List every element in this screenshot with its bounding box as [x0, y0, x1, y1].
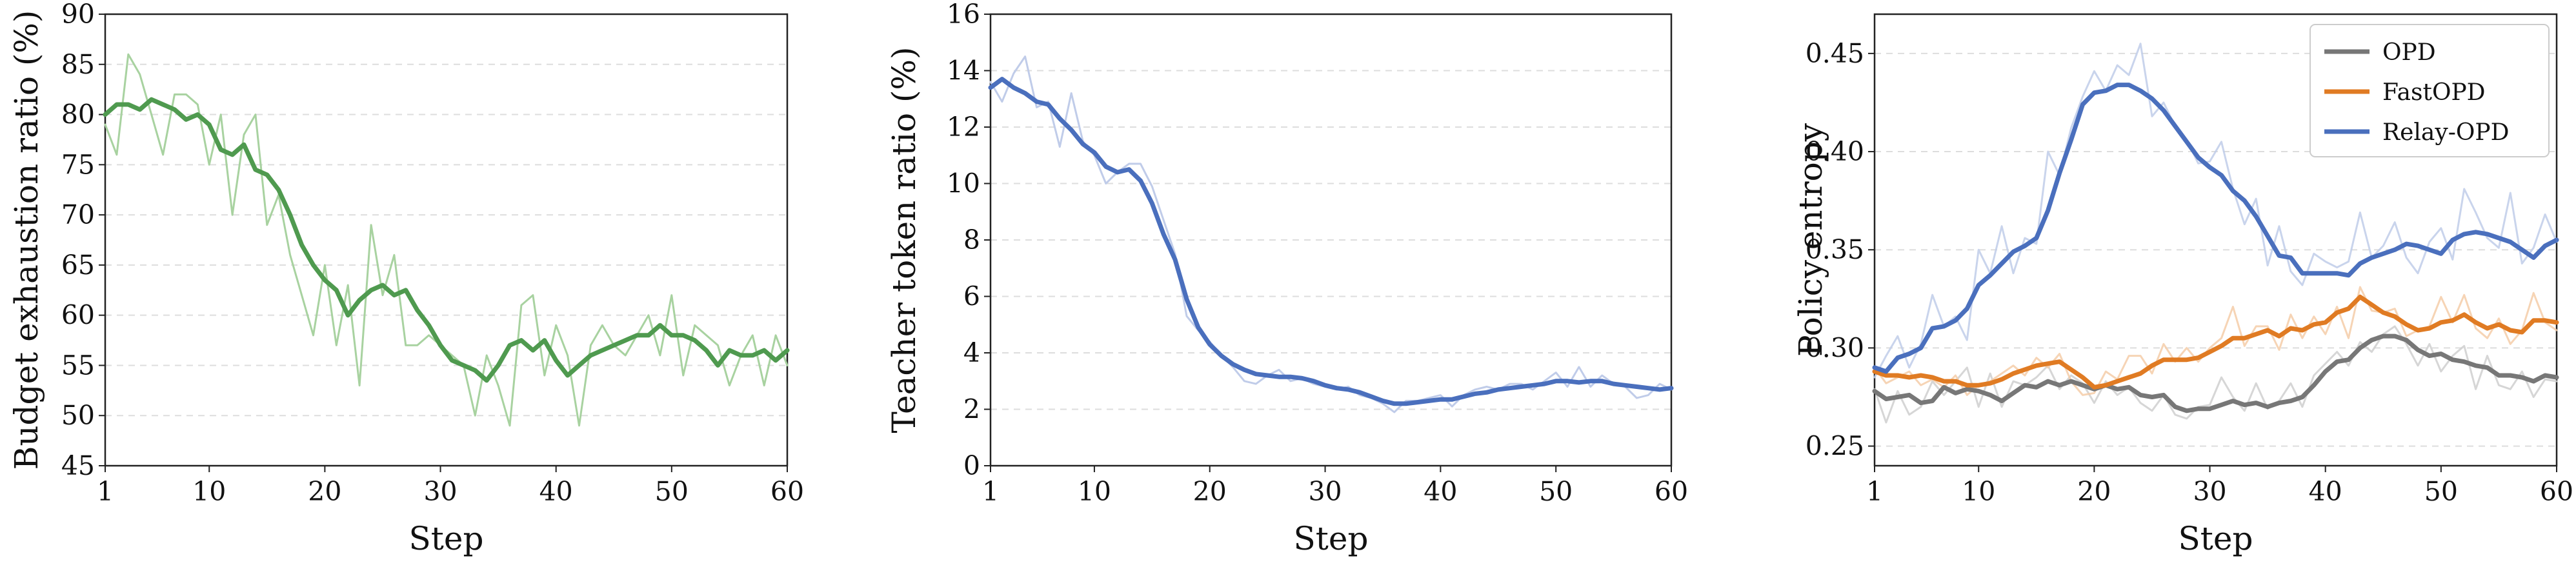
x-tick-label: 1	[982, 476, 999, 507]
x-tick-label: 20	[1193, 476, 1227, 507]
x-tick-label: 10	[1078, 476, 1111, 507]
x-tick-label: 30	[2193, 476, 2226, 507]
legend-label-relay-opd: Relay-OPD	[2382, 119, 2510, 146]
y-tick-label: 75	[61, 149, 95, 180]
legend-box	[2309, 24, 2550, 157]
y-tick-label: 0	[963, 450, 980, 481]
raw-line-opd	[1873, 325, 2558, 424]
x-tick-label: 40	[2309, 476, 2342, 507]
y-tick-label: 45	[61, 450, 95, 481]
x-axis-label: Step	[1294, 520, 1369, 557]
y-tick-label: 0.40	[1806, 136, 1864, 167]
x-tick-label: 40	[1424, 476, 1457, 507]
y-tick-label: 0.30	[1806, 332, 1864, 363]
raw-line-relay-opd	[1873, 43, 2558, 379]
y-tick-label: 4	[963, 337, 980, 368]
raw-series-line	[104, 53, 789, 427]
x-tick-label: 1	[1866, 476, 1883, 507]
y-axis-label: Teacher token ratio (%)	[885, 47, 923, 433]
y-tick-label: 6	[963, 281, 980, 312]
y-tick-label: 85	[61, 49, 95, 80]
series-line-relay-opd	[1872, 83, 2559, 374]
y-tick-label: 80	[61, 99, 95, 130]
x-tick-label: 40	[539, 476, 573, 507]
y-axis-label: Policy entropy	[1792, 123, 1829, 357]
y-tick-label: 0.25	[1806, 431, 1864, 462]
legend-label-fastopd: FastOPD	[2382, 79, 2486, 106]
series-line-fastopd	[1872, 294, 2559, 390]
y-tick-label: 16	[947, 0, 980, 30]
x-tick-label: 60	[2540, 476, 2573, 507]
plot-frame	[104, 13, 789, 467]
chart-panel-2: 0 2 4 6 8 10 12 14 16 1 10 20 30 40 50 60 Step Teacher to…	[885, 0, 1688, 557]
raw-line-fastopd	[1873, 286, 2558, 396]
y-tick-label: 10	[947, 168, 980, 199]
y-tick-label: 50	[61, 400, 95, 431]
smoothed-series-line	[988, 77, 1674, 406]
x-tick-label: 1	[97, 476, 114, 507]
y-tick-label: 55	[61, 350, 95, 381]
x-tick-label: 30	[1308, 476, 1342, 507]
y-tick-label: 14	[947, 55, 980, 86]
x-axis-label: Step	[2179, 520, 2253, 557]
y-tick-label: 65	[61, 250, 95, 281]
y-tick-label: 8	[963, 224, 980, 255]
x-tick-label: 50	[2424, 476, 2458, 507]
y-tick-label: 0.35	[1806, 234, 1864, 265]
x-tick-label: 10	[192, 476, 226, 507]
y-tick-label: 2	[963, 394, 980, 425]
y-axis-label: Budget exhaustion ratio (%)	[8, 10, 45, 470]
y-tick-label: 70	[61, 199, 95, 230]
y-tick-label: 0.45	[1806, 38, 1864, 69]
x-axis-label: Step	[409, 520, 484, 557]
chart-panel-1: 45 50 55 60 65 70 75 80 85 90 1 10 20 30 40 50 60 Step Bud…	[8, 0, 804, 557]
x-tick-label: 20	[2077, 476, 2111, 507]
raw-series-line	[989, 55, 1673, 413]
x-tick-label: 60	[1655, 476, 1688, 507]
legend: OPD FastOPD Relay-OPD	[2309, 24, 2550, 157]
x-tick-label: 10	[1962, 476, 1995, 507]
smoothed-series-line	[103, 97, 790, 383]
x-tick-label: 50	[655, 476, 689, 507]
x-tick-label: 30	[423, 476, 457, 507]
x-tick-label: 50	[1539, 476, 1573, 507]
chart-panel-3: 0.25 0.30 0.35 0.40 0.45 1 10 20 30 40 50 60 Step Pol…	[1792, 13, 2573, 557]
y-tick-label: 60	[61, 300, 95, 331]
y-tick-label: 90	[61, 0, 95, 30]
x-tick-label: 60	[770, 476, 804, 507]
series-line-opd	[1872, 333, 2559, 413]
x-tick-label: 20	[308, 476, 341, 507]
legend-label-opd: OPD	[2382, 39, 2436, 66]
y-tick-label: 12	[947, 112, 980, 143]
